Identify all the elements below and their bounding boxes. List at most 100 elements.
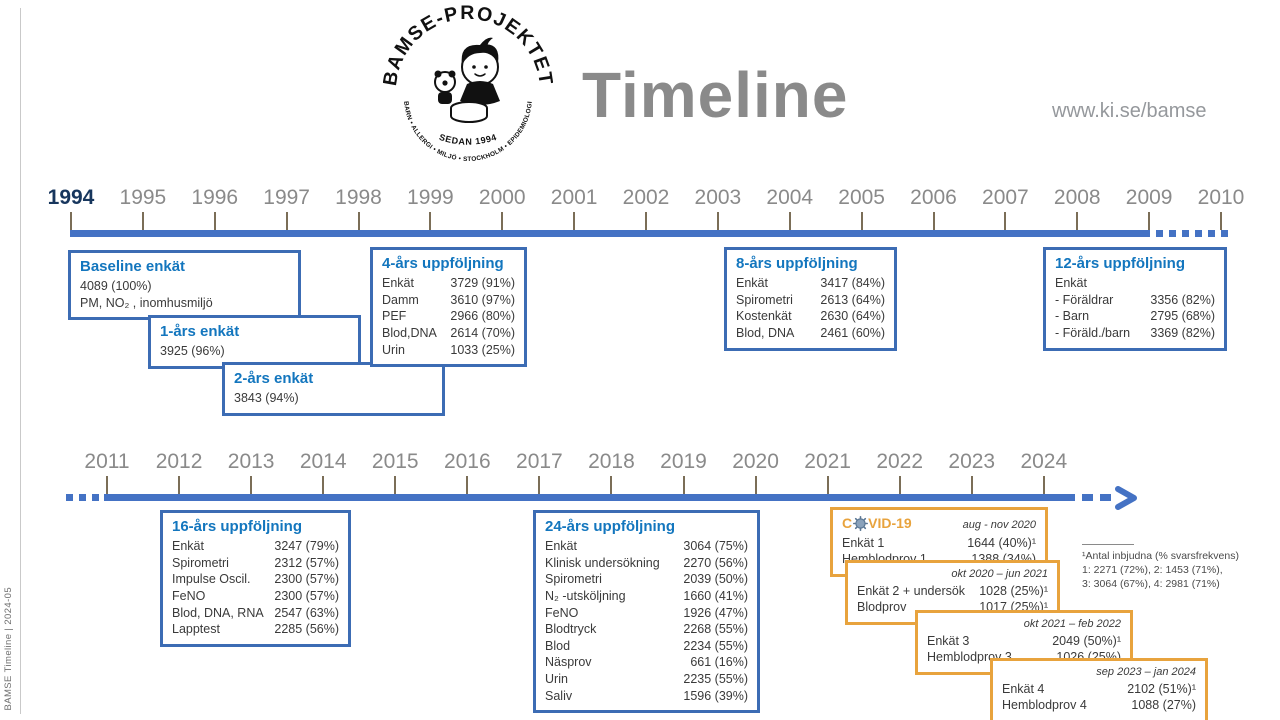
year-2001: 2001 (545, 186, 603, 231)
year-2012: 2012 (150, 450, 208, 495)
footnote-rule (1082, 544, 1134, 545)
footnote-line: 3: 3064 (67%), 4: 2981 (71%) (1082, 578, 1220, 591)
year-label: 2022 (876, 450, 924, 473)
year-label: 2000 (478, 186, 526, 209)
year-label: 2007 (982, 186, 1029, 209)
box-rows: 3925 (96%) (160, 343, 349, 360)
box-rows: Enkät 3417 (84%) Spirometri 2613 (64%) Koste… (736, 275, 885, 342)
year-2024: 2024 (1015, 450, 1073, 495)
year-2003: 2003 (689, 186, 747, 231)
year-tick (1220, 212, 1222, 231)
box-covid-4: sep 2023 – jan 2024 Enkät 4 2102 (51%)¹ He… (990, 658, 1208, 720)
box-rows: 3843 (94%) (234, 390, 433, 407)
bamse-project-logo: BAMSE-PROJEKTET BARN • ALLERGI • MILJÖ •… (379, 2, 555, 180)
year-label: 2002 (622, 186, 670, 209)
box-baseline-enkat: Baseline enkät 4089 (100%) PM, NO₂ , inom… (68, 250, 301, 321)
data-row: N₂ -utsköljning 1660 (41%) (545, 588, 748, 603)
timeline-bottom-bar-dotted (66, 494, 104, 501)
year-tick (754, 476, 757, 495)
year-label: 2021 (804, 450, 851, 473)
year-tick (285, 212, 288, 231)
year-tick (1004, 212, 1007, 231)
year-label: 2016 (443, 450, 491, 473)
box-1-ars-enkat: 1-års enkät 3925 (96%) (148, 315, 361, 369)
data-row: Enkät 3 2049 (50%)¹ (927, 633, 1121, 648)
box-24-ars-uppfoljning: 24-års uppföljning Enkät 3064 (75%) Klinis… (533, 510, 760, 714)
data-row: Spirometri 2613 (64%) (736, 292, 885, 307)
year-2002: 2002 (617, 186, 675, 231)
data-row: 4089 (100%) (80, 279, 152, 293)
logo-svg: BAMSE-PROJEKTET BARN • ALLERGI • MILJÖ •… (379, 2, 555, 163)
year-2005: 2005 (833, 186, 891, 231)
data-row: 3925 (96%) (160, 344, 225, 358)
year-2023: 2023 (943, 450, 1001, 495)
timeline-top-years: 1994 1995 1996 1997 1998 1999 2000 2001 2002 2003… (42, 186, 1250, 231)
year-label: 2001 (550, 186, 598, 209)
year-label: 2023 (948, 450, 996, 473)
left-margin-divider (20, 8, 21, 714)
year-2020: 2020 (727, 450, 785, 495)
year-label: 1999 (407, 186, 454, 209)
logo-inner-text: SEDAN 1994 (438, 132, 498, 147)
data-row: Blod,DNA 2614 (70%) (382, 325, 515, 340)
data-row: Lapptest 2285 (56%) (172, 622, 339, 637)
year-2014: 2014 (294, 450, 352, 495)
year-tick (898, 476, 901, 495)
box-rows: Enkät - Föräldrar 3356 (82%) - Barn 2795 (68… (1055, 275, 1215, 342)
timeline-top-bar-dotted (1156, 230, 1228, 237)
year-tick (645, 212, 647, 231)
data-row: Urin 2235 (55%) (545, 672, 748, 686)
year-tick (716, 212, 719, 231)
year-tick (394, 476, 397, 495)
year-tick (1076, 212, 1079, 231)
year-2019: 2019 (655, 450, 713, 495)
data-row: Spirometri 2039 (50%) (545, 572, 748, 587)
year-tick (357, 212, 360, 231)
year-label: 2012 (155, 450, 203, 473)
data-row: Blod 2234 (55%) (545, 638, 748, 653)
year-tick (141, 212, 144, 231)
year-label: 2018 (588, 450, 635, 473)
footnote-line: ¹Antal inbjudna (% svarsfrekvens) (1082, 550, 1239, 562)
covid-19-title: C VID-19 (842, 515, 912, 531)
box-title: 8-års uppföljning (736, 255, 858, 272)
data-row: FeNO 2300 (57%) (172, 588, 339, 603)
year-tick (860, 212, 863, 231)
year-tick (682, 476, 685, 495)
covid-date: okt 2020 – jun 2021 (951, 568, 1048, 580)
year-label: 2009 (1125, 186, 1173, 209)
year-label: 2005 (838, 186, 885, 209)
year-label: 1997 (263, 186, 310, 209)
year-2008: 2008 (1048, 186, 1106, 231)
year-tick (213, 212, 216, 231)
year-2007: 2007 (976, 186, 1034, 231)
year-label: 2024 (1020, 450, 1068, 473)
data-row: Enkät 3417 (84%) (736, 276, 885, 290)
data-row: - Barn 2795 (68%) (1055, 309, 1215, 324)
data-row: Enkät 3064 (75%) (545, 539, 748, 553)
year-tick (538, 476, 541, 495)
data-row: - Föräldrar 3356 (82%) (1055, 292, 1215, 307)
covid-date: okt 2021 – feb 2022 (1023, 618, 1121, 630)
year-tick (178, 476, 181, 495)
box-4-ars-uppfoljning: 4-års uppföljning Enkät 3729 (91%) Damm 361… (370, 247, 527, 368)
year-2011: 2011 (78, 450, 136, 495)
data-row: Blodtryck 2268 (55%) (545, 622, 748, 637)
data-row: 3843 (94%) (234, 391, 299, 405)
year-label: 2013 (227, 450, 275, 473)
covid-date: aug - nov 2020 (962, 519, 1036, 531)
year-2015: 2015 (366, 450, 424, 495)
data-row: Klinisk undersökning 2270 (56%) (545, 555, 748, 570)
box-title: 24-års uppföljning (545, 518, 676, 535)
year-tick (250, 476, 253, 495)
year-label: 2014 (299, 450, 347, 473)
box-rows: Enkät 4 2102 (51%)¹ Hemblodprov 4 1088 (27%… (1002, 681, 1196, 714)
box-title: 12-års uppföljning (1055, 255, 1186, 272)
data-row: Enkät (1055, 276, 1087, 290)
box-title: Baseline enkät (80, 258, 186, 275)
year-tick (322, 476, 325, 495)
data-row: Näsprov 661 (16%) (545, 655, 748, 670)
year-1999: 1999 (401, 186, 459, 231)
year-tick (788, 212, 791, 231)
